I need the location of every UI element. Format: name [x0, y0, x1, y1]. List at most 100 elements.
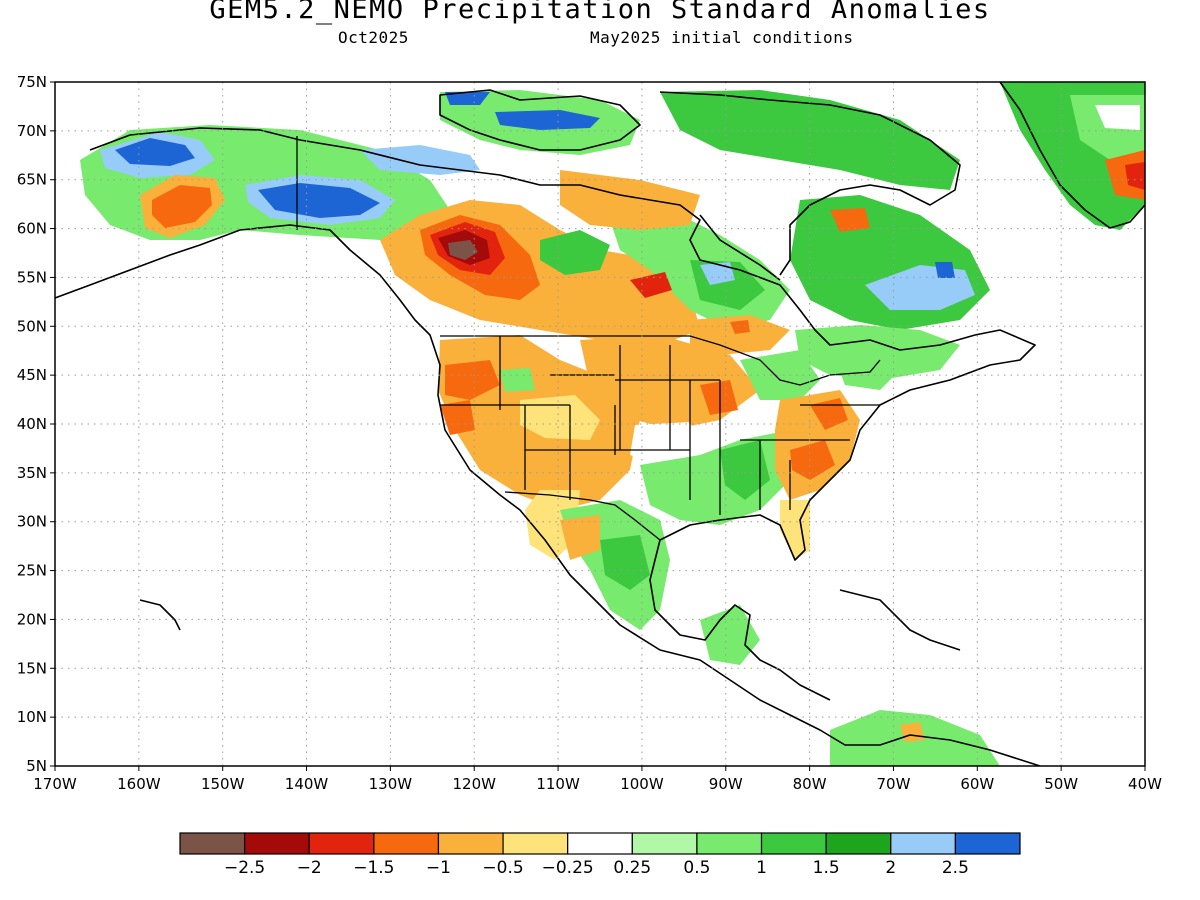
lat-label: 30N: [17, 513, 47, 531]
colorbar-swatch: [437, 832, 504, 855]
colorbar-swatch: [890, 832, 956, 855]
field-brown: [448, 240, 478, 260]
lat-label: 60N: [17, 220, 47, 238]
lon-label: 110W: [536, 775, 580, 793]
coastline: [659, 91, 961, 276]
colorbar-label: 1.5: [813, 858, 840, 878]
colorbar-swatch: [760, 832, 827, 855]
lat-label: 45N: [17, 366, 47, 384]
colorbar-swatch: [179, 832, 246, 855]
field-green: [830, 340, 900, 390]
field-orange: [440, 400, 475, 435]
field-blue: [115, 138, 195, 166]
colorbar-swatch: [696, 832, 763, 855]
field-red: [630, 272, 672, 298]
forecast-month: Oct2025: [338, 28, 409, 47]
field-blue: [445, 92, 490, 105]
coastline: [55, 224, 1041, 766]
coastlines: [55, 82, 1145, 766]
initial-conditions: May2025 initial conditions: [590, 28, 854, 47]
colorbar-label: 2.5: [942, 858, 969, 878]
lon-label: 80W: [793, 775, 827, 793]
coastline: [999, 82, 1145, 229]
border-us-mexico: [504, 491, 661, 541]
field-green: [500, 368, 535, 392]
colorbar-labels: −2.5 −2 −1.5 −1 −0.5 −0.25 0.25 0.5 1 1.5 2 2.5: [224, 858, 969, 878]
lon-label: 170W: [33, 775, 77, 793]
coastline: [139, 599, 181, 631]
field-orange: [730, 320, 750, 334]
field-yellow: [520, 395, 600, 440]
field-orange: [560, 170, 700, 230]
lat-label: 5N: [26, 757, 47, 775]
lat-label: 50N: [17, 317, 47, 335]
lat-label: 55N: [17, 268, 47, 286]
field-blue: [495, 110, 600, 130]
field-blue: [258, 183, 380, 218]
field-blue: [700, 262, 735, 285]
field-orange: [445, 360, 500, 400]
lon-label: 70W: [877, 775, 911, 793]
field-green: [540, 230, 610, 275]
lat-label: 40N: [17, 415, 47, 433]
colorbar-swatch: [308, 832, 375, 855]
colorbar: [179, 832, 1021, 855]
anomaly-fields: [80, 82, 1145, 766]
border-us-canada: [440, 335, 881, 386]
field-green: [600, 535, 650, 590]
field-green: [660, 90, 960, 190]
map-title: GEM5.2_NEMO Precipitation Standard Anoma…: [209, 0, 991, 25]
lon-label: 130W: [369, 775, 413, 793]
lon-label: 60W: [960, 775, 994, 793]
lat-label: 15N: [17, 659, 47, 677]
field-white: [630, 422, 700, 465]
colorbar-label: −0.5: [482, 858, 523, 878]
lon-label: 90W: [709, 775, 743, 793]
lon-label: 150W: [201, 775, 245, 793]
colorbar-label: −1.5: [353, 858, 394, 878]
lon-label: 50W: [1044, 775, 1078, 793]
field-orange: [700, 380, 738, 415]
lon-label: 120W: [452, 775, 496, 793]
colorbar-label: −2.5: [224, 858, 265, 878]
colorbar-swatch: [244, 832, 310, 855]
field-red: [1125, 162, 1145, 190]
lat-label: 10N: [17, 708, 47, 726]
colorbar-swatch: [502, 832, 569, 855]
field-orange: [152, 185, 212, 228]
lat-label: 20N: [17, 610, 47, 628]
colorbar-swatch: [631, 832, 698, 855]
field-white: [1095, 105, 1140, 130]
coastline: [89, 127, 1036, 701]
field-orange: [690, 315, 790, 355]
lat-label: 25N: [17, 562, 47, 580]
field-orange: [560, 515, 600, 560]
lat-label: 35N: [17, 464, 47, 482]
state-borders: [440, 336, 880, 515]
latitude-labels: 75N 70N 65N 60N 55N 50N 45N 40N 35N 30N 25N 20N 15N 1…: [17, 73, 47, 775]
political-borders: [296, 136, 881, 541]
lon-label: 160W: [117, 775, 161, 793]
field-orange: [830, 208, 870, 232]
colorbar-label: −1: [426, 858, 451, 878]
axis-ticks: [50, 81, 1146, 771]
coastline: [439, 89, 641, 151]
colorbar-swatch: [373, 832, 440, 855]
colorbar-swatch: [954, 832, 1021, 855]
field-orange: [1105, 150, 1145, 200]
colorbar-label: −2: [297, 858, 322, 878]
field-green: [720, 440, 770, 500]
colorbar-label: 0.5: [683, 858, 710, 878]
colorbar-label: −0.25: [542, 858, 594, 878]
coastline: [839, 589, 961, 651]
lat-label: 65N: [17, 171, 47, 189]
lat-label: 70N: [17, 122, 47, 140]
field-blue: [935, 262, 955, 278]
field-green: [700, 605, 760, 665]
lon-label: 140W: [285, 775, 329, 793]
colorbar-swatch: [567, 832, 633, 855]
longitude-labels: 170W 160W 150W 140W 130W 120W 110W 100W 90W 80W 70…: [33, 775, 1162, 793]
colorbar-label: 0.25: [613, 858, 651, 878]
colorbar-label: 2: [885, 858, 896, 878]
